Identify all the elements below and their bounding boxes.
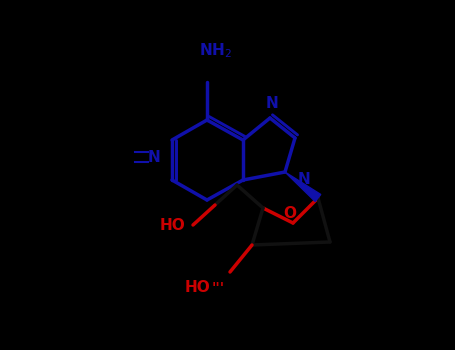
Text: HO: HO	[184, 280, 210, 295]
Text: O: O	[283, 205, 297, 220]
Text: HO: HO	[159, 217, 185, 232]
Text: N: N	[266, 96, 278, 111]
Polygon shape	[285, 172, 321, 202]
Text: NH$_2$: NH$_2$	[198, 41, 232, 60]
Text: ''': '''	[212, 281, 225, 295]
Text: N: N	[298, 173, 311, 188]
Text: N: N	[147, 150, 160, 166]
